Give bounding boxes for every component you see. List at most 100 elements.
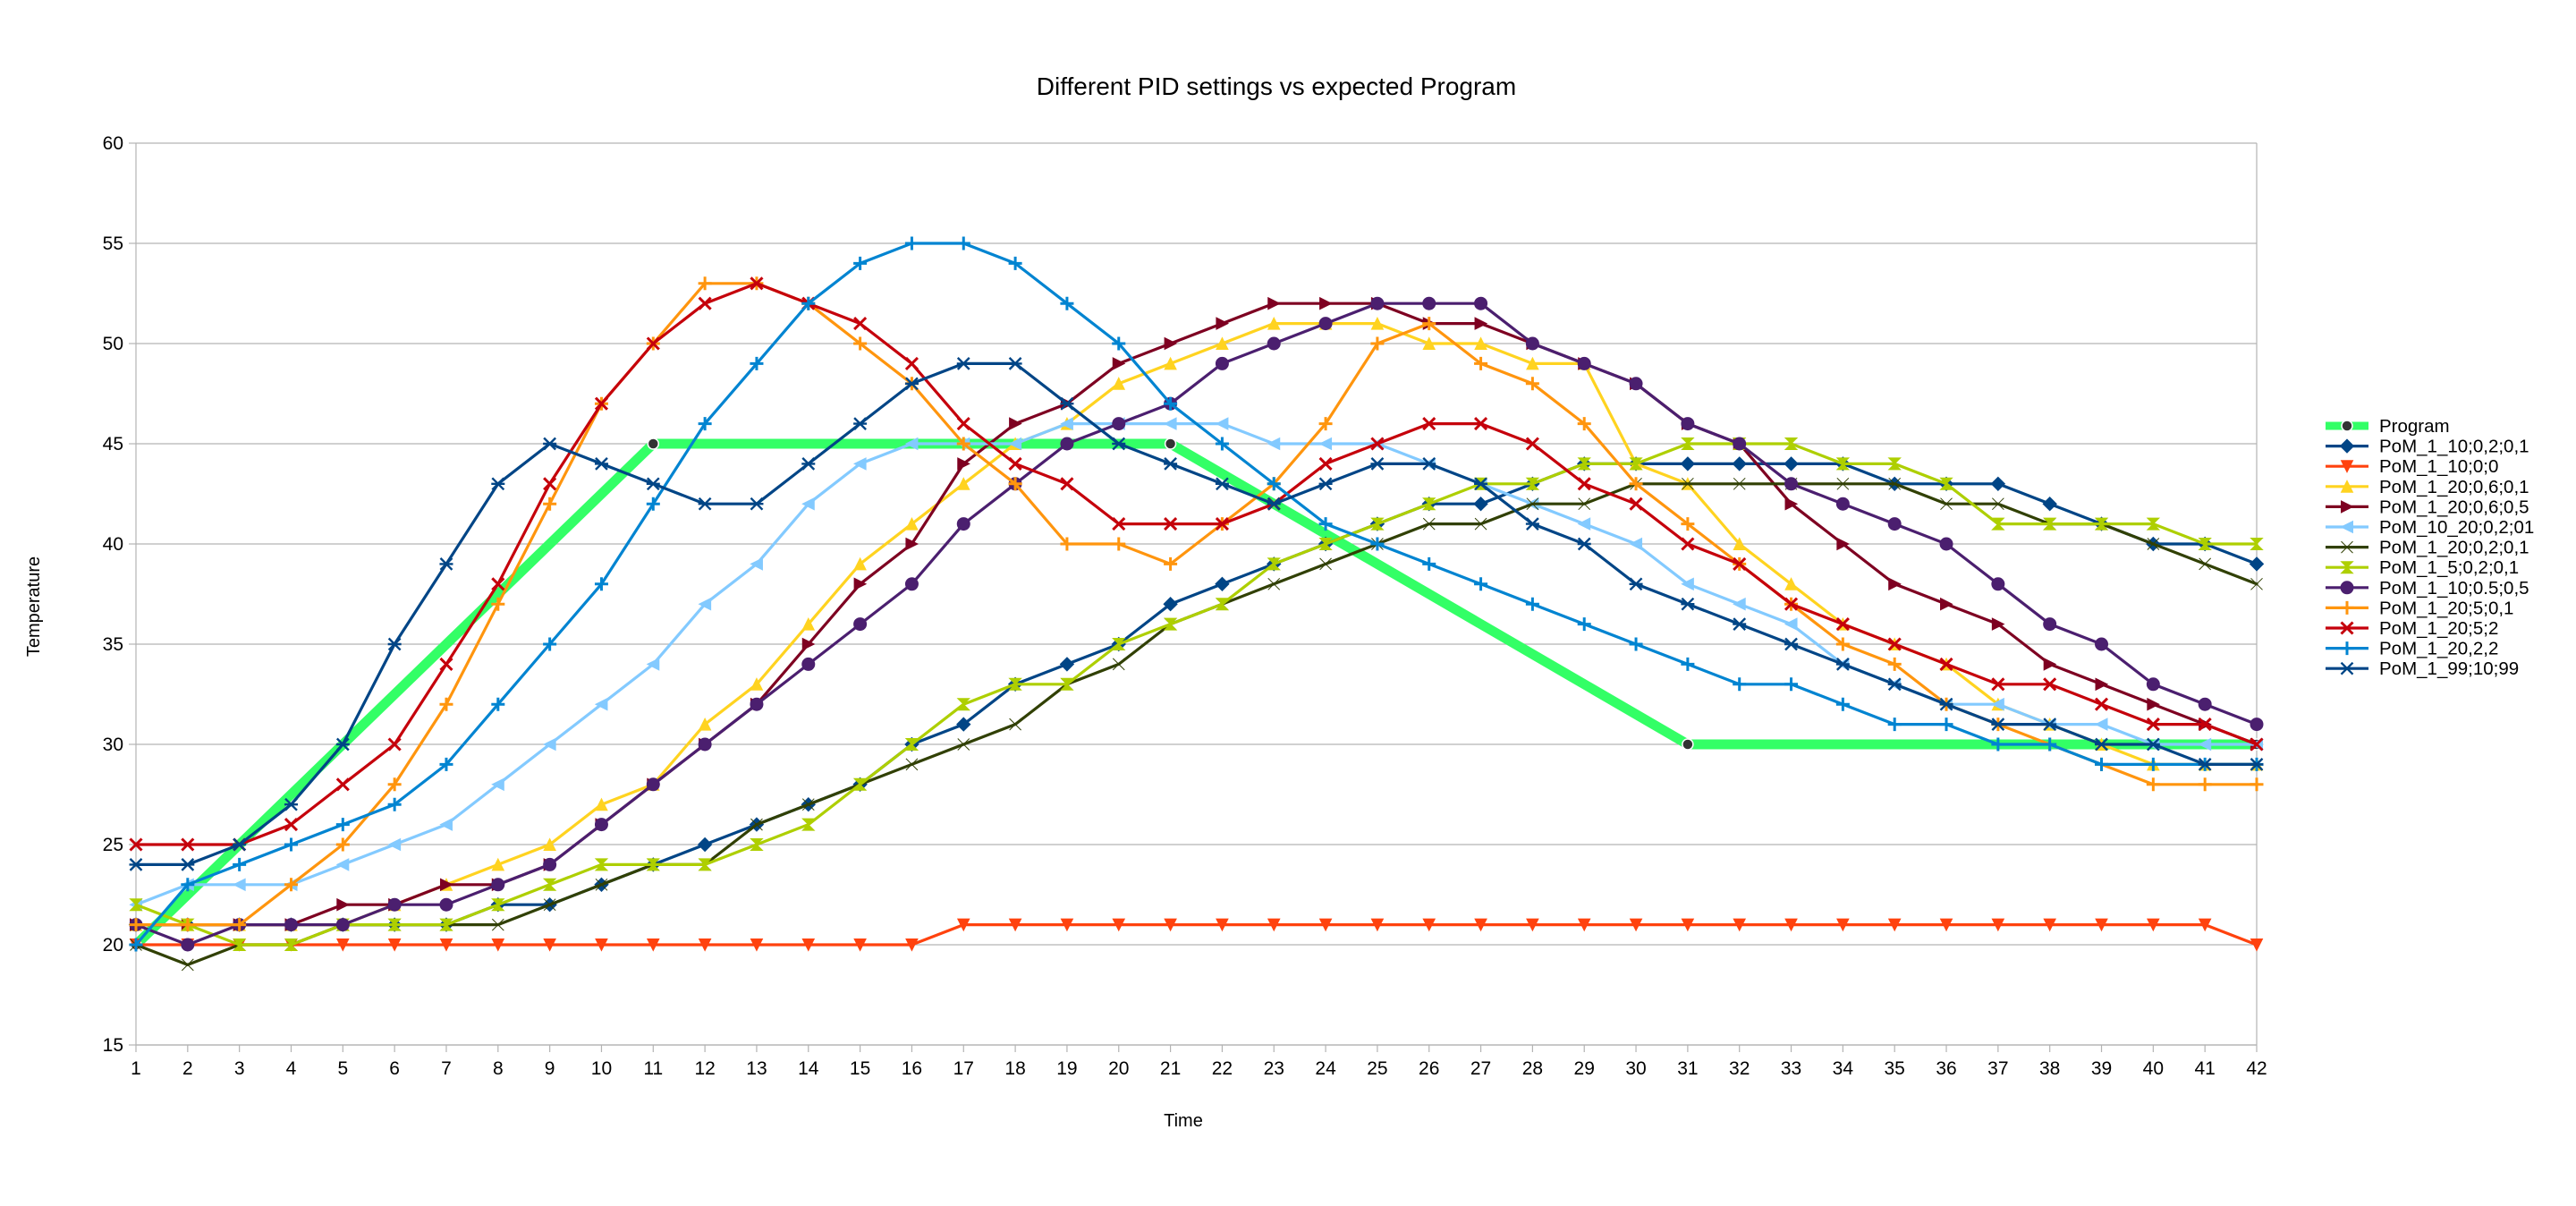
data-point bbox=[335, 918, 350, 932]
data-point bbox=[387, 897, 402, 912]
data-point bbox=[905, 537, 919, 551]
data-point bbox=[1940, 597, 1953, 611]
data-point bbox=[491, 697, 505, 711]
data-point bbox=[1682, 738, 1694, 751]
data-point bbox=[1784, 477, 1799, 491]
data-point bbox=[1526, 918, 1539, 932]
x-tick-label: 36 bbox=[1936, 1058, 1956, 1079]
data-point bbox=[1784, 918, 1798, 932]
data-point bbox=[1836, 918, 1850, 932]
data-point bbox=[439, 897, 453, 912]
data-point bbox=[1370, 296, 1385, 310]
legend-item: PoM_1_20;5;0,1 bbox=[2326, 598, 2513, 618]
data-point bbox=[697, 837, 713, 853]
y-tick-label: 35 bbox=[103, 634, 123, 655]
legend-label: PoM_1_20,2,2 bbox=[2379, 639, 2498, 659]
data-point bbox=[2250, 938, 2264, 952]
legend-item: PoM_10_20;0,2;01 bbox=[2326, 517, 2534, 538]
data-point bbox=[750, 356, 764, 370]
data-point bbox=[491, 878, 505, 892]
data-point bbox=[801, 457, 816, 471]
data-point bbox=[2146, 777, 2160, 792]
data-point bbox=[1112, 417, 1126, 431]
data-point bbox=[2043, 677, 2057, 692]
data-point bbox=[129, 938, 143, 952]
data-point bbox=[1733, 677, 1747, 692]
data-point bbox=[956, 437, 970, 451]
data-point bbox=[1008, 477, 1022, 491]
data-point bbox=[801, 616, 816, 631]
data-point bbox=[1216, 336, 1229, 350]
x-tick-label: 34 bbox=[1833, 1058, 1854, 1079]
data-point bbox=[2094, 517, 2109, 531]
data-point bbox=[698, 597, 712, 611]
data-point bbox=[1577, 537, 1591, 551]
data-point bbox=[2043, 658, 2057, 671]
data-point bbox=[1991, 718, 2005, 731]
series-line bbox=[134, 282, 2258, 846]
x-tick-label: 41 bbox=[2194, 1058, 2215, 1079]
legend-marker bbox=[2340, 641, 2354, 656]
data-point bbox=[594, 697, 608, 711]
x-tick-label: 1 bbox=[131, 1058, 141, 1079]
data-point bbox=[1422, 296, 1436, 310]
data-point bbox=[1577, 417, 1591, 431]
legend-label: PoM_1_20;5;0,1 bbox=[2379, 598, 2513, 618]
data-point bbox=[1887, 637, 1902, 651]
data-point bbox=[698, 858, 712, 871]
data-point bbox=[439, 557, 453, 571]
data-point bbox=[1784, 617, 1798, 631]
data-point bbox=[1939, 697, 1953, 711]
chart-title: Different PID settings vs expected Progr… bbox=[1037, 72, 1516, 100]
data-point bbox=[439, 657, 453, 671]
data-point bbox=[1422, 457, 1436, 471]
data-point bbox=[1629, 497, 1643, 511]
data-point bbox=[181, 878, 195, 892]
data-point bbox=[1836, 537, 1850, 551]
data-point bbox=[1681, 657, 1695, 671]
legend-marker bbox=[2339, 438, 2355, 454]
data-point bbox=[1474, 517, 1487, 531]
x-tick-label: 24 bbox=[1315, 1058, 1336, 1079]
data-point bbox=[801, 637, 816, 651]
data-point bbox=[1060, 296, 1074, 310]
x-tick-label: 40 bbox=[2143, 1058, 2164, 1079]
legend-marker bbox=[2341, 540, 2353, 554]
y-tick-label: 55 bbox=[103, 234, 123, 254]
legend-item: PoM_1_10;0,2;0,1 bbox=[2326, 437, 2529, 457]
data-point bbox=[956, 918, 970, 932]
x-tick-label: 7 bbox=[441, 1058, 452, 1079]
data-point bbox=[595, 797, 608, 811]
data-point bbox=[801, 657, 816, 671]
data-point bbox=[491, 898, 505, 912]
data-point bbox=[1267, 577, 1281, 590]
y-tick-label: 15 bbox=[103, 1035, 123, 1056]
data-point bbox=[801, 497, 815, 511]
data-point bbox=[1163, 417, 1177, 430]
data-point bbox=[1059, 657, 1075, 672]
data-point bbox=[1733, 597, 1746, 611]
x-tick-label: 33 bbox=[1781, 1058, 1801, 1079]
data-point bbox=[1008, 677, 1022, 691]
legend-item: PoM_1_20;5;2 bbox=[2326, 618, 2498, 639]
data-point bbox=[2250, 577, 2263, 590]
data-point bbox=[956, 717, 971, 732]
legend-label: PoM_1_20;0,6;0,1 bbox=[2379, 477, 2529, 497]
data-point bbox=[1112, 658, 1125, 671]
data-point bbox=[750, 497, 764, 511]
data-point bbox=[543, 497, 557, 511]
data-point bbox=[1215, 576, 1230, 592]
data-point bbox=[956, 698, 970, 711]
legend-marker bbox=[2340, 460, 2354, 473]
data-point bbox=[1370, 537, 1385, 551]
data-point bbox=[1784, 577, 1798, 590]
data-point bbox=[594, 858, 609, 871]
legend-marker bbox=[2340, 621, 2354, 635]
data-point bbox=[1060, 537, 1074, 551]
data-point bbox=[1681, 437, 1695, 450]
x-tick-label: 38 bbox=[2039, 1058, 2060, 1079]
legend-marker bbox=[2340, 661, 2354, 675]
data-point bbox=[181, 938, 195, 952]
legend-label: PoM_1_5;0,2;0,1 bbox=[2379, 557, 2519, 578]
data-point bbox=[543, 637, 557, 651]
